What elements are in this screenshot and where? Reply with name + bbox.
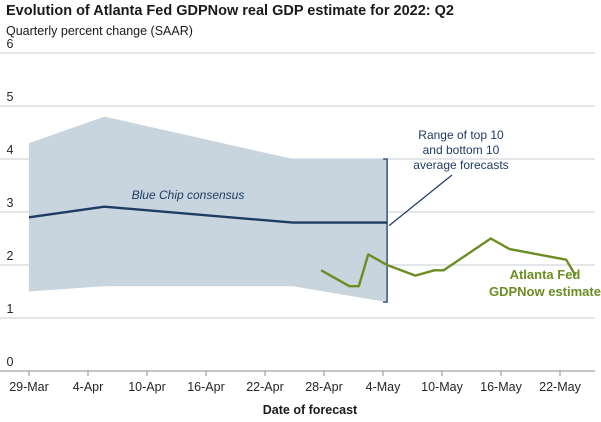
tick-labels: 0 1 2 3 4 5 6 29-Mar 4-Apr 10-Apr 16-Apr 22-Apr 28-A… (7, 37, 582, 394)
series-line-atlanta-fed-gdpnow-estimate (320, 237, 577, 288)
annotation-blue-chip: Blue Chip consensus (132, 188, 245, 202)
x-tick-label-29-Mar: 29-Mar (9, 380, 49, 394)
x-tick-label-28-Apr: 28-Apr (305, 380, 343, 394)
chart-subtitle: Quarterly percent change (SAAR) (6, 24, 193, 38)
y-tick-label-3: 3 (7, 196, 14, 210)
x-tick-label-16-May: 16-May (480, 380, 522, 394)
forecast-range-band (29, 116, 388, 303)
annotation-range-line-3: average forecasts (413, 158, 508, 172)
annotation-range-line-2: and bottom 10 (423, 143, 500, 157)
y-tick-label-5: 5 (7, 90, 14, 104)
annotation-range-line-1: Range of top 10 (418, 128, 504, 142)
x-tick-label-4-Apr: 4-Apr (73, 380, 104, 394)
y-tick-label-0: 0 (7, 355, 14, 369)
series-line-blue-chip-consensus (28, 205, 388, 224)
y-tick-label-2: 2 (7, 249, 14, 263)
x-tick-label-22-May: 22-May (539, 380, 581, 394)
range-band (29, 116, 388, 303)
annotation-gdpnow-line-2: GDPNow estimate (489, 284, 601, 299)
range-bracket (383, 158, 388, 303)
annotation-gdpnow-line-1: Atlanta Fed (510, 267, 581, 282)
chart-title: Evolution of Atlanta Fed GDPNow real GDP… (6, 3, 454, 19)
x-tick-label-4-May: 4-May (366, 380, 401, 394)
y-tick-label-4: 4 (7, 143, 14, 157)
x-tick-label-22-Apr: 22-Apr (246, 380, 284, 394)
annotation-range-leader (388, 174, 453, 227)
x-tick-label-10-Apr: 10-Apr (128, 380, 166, 394)
y-tick-label-1: 1 (7, 302, 14, 316)
y-tick-label-6: 6 (7, 37, 14, 51)
x-axis-title: Date of forecast (263, 403, 358, 417)
x-tick-label-16-Apr: 16-Apr (187, 380, 225, 394)
series-lines (28, 205, 577, 288)
x-tick-label-10-May: 10-May (421, 380, 463, 394)
